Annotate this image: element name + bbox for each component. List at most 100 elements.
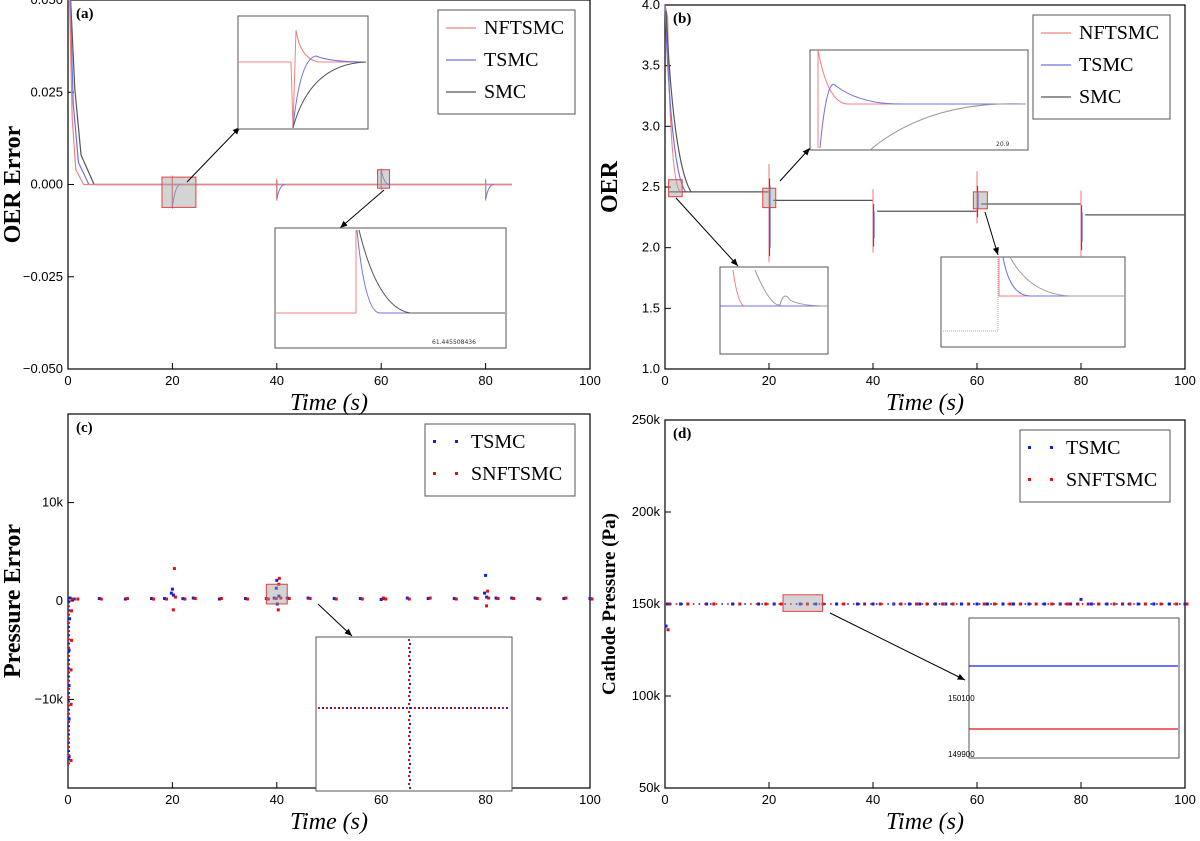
- data-point: [409, 747, 411, 749]
- data-point: [362, 707, 364, 709]
- y-tick-label: 0.050: [30, 0, 63, 7]
- data-point: [170, 587, 174, 591]
- data-point: [1110, 603, 1112, 605]
- zoom-arrowhead: [957, 673, 965, 680]
- data-point: [807, 603, 809, 605]
- data-point: [1159, 602, 1163, 606]
- zoom-arrow: [829, 612, 966, 681]
- recovery-curve: [485, 184, 494, 200]
- legend-swatch: [1028, 446, 1031, 449]
- data-point: [1007, 603, 1009, 605]
- data-point: [496, 597, 500, 601]
- data-point: [975, 602, 979, 606]
- data-point: [398, 707, 400, 709]
- data-point: [394, 707, 396, 709]
- data-point: [68, 617, 71, 620]
- data-point: [712, 602, 716, 606]
- data-point: [1173, 603, 1175, 605]
- data-point: [374, 707, 376, 709]
- legend-swatch: [1028, 478, 1031, 481]
- data-point: [408, 663, 410, 665]
- data-point: [870, 603, 872, 605]
- data-point: [386, 707, 388, 709]
- inset-line: [732, 269, 746, 307]
- data-point: [1104, 603, 1107, 605]
- data-point: [487, 596, 491, 600]
- data-point: [409, 723, 411, 725]
- inset-line: [1009, 256, 1125, 297]
- data-point: [68, 762, 71, 765]
- y-tick-label: −0.050: [23, 361, 63, 376]
- data-point: [1136, 602, 1140, 606]
- data-point: [68, 630, 71, 633]
- zoom-arrowhead: [992, 247, 999, 255]
- data-point: [454, 707, 456, 709]
- legend-label: NFTSMC: [1079, 22, 1159, 44]
- data-point: [183, 597, 187, 601]
- data-point: [757, 602, 761, 606]
- data-point: [814, 602, 818, 606]
- data-point: [990, 603, 992, 605]
- data-point: [408, 695, 410, 697]
- data-point: [1185, 602, 1189, 606]
- data-point: [409, 659, 411, 661]
- zoom-arrow: [186, 126, 241, 183]
- data-point: [847, 603, 849, 605]
- data-point: [370, 707, 372, 709]
- data-point: [484, 573, 488, 577]
- series-smc: [665, 11, 692, 193]
- data-point: [669, 603, 672, 605]
- data-point: [485, 595, 489, 599]
- y-tick-label: 3.0: [642, 118, 660, 133]
- data-point: [68, 729, 71, 732]
- data-point: [67, 755, 71, 759]
- x-axis-title: Time (s): [290, 390, 368, 416]
- data-point: [274, 597, 278, 601]
- data-point: [454, 597, 458, 601]
- legend-box: [424, 423, 576, 497]
- data-point: [731, 602, 735, 606]
- data-point: [68, 721, 71, 724]
- data-point: [408, 719, 410, 721]
- data-point: [306, 596, 310, 600]
- data-point: [478, 707, 480, 709]
- inset-frame: [274, 227, 507, 349]
- data-point: [152, 597, 156, 601]
- data-point: [1076, 603, 1078, 605]
- data-point: [784, 603, 786, 605]
- data-point: [125, 597, 129, 601]
- data-point: [967, 603, 969, 605]
- data-point: [536, 597, 540, 601]
- data-point: [1152, 602, 1156, 606]
- data-point: [68, 646, 71, 649]
- data-point: [961, 603, 964, 605]
- data-point: [790, 603, 792, 605]
- legend-label: TSMC: [1079, 54, 1133, 76]
- data-point: [510, 596, 514, 600]
- data-point: [1097, 602, 1101, 606]
- data-point: [538, 597, 542, 601]
- data-point: [408, 647, 410, 649]
- data-point: [1112, 602, 1116, 606]
- data-point: [933, 602, 937, 606]
- data-point: [835, 603, 838, 605]
- data-point: [276, 608, 280, 612]
- legend-swatch: [433, 440, 436, 443]
- data-point: [405, 596, 409, 600]
- data-point: [434, 707, 436, 709]
- panel-tag: (a): [76, 6, 94, 22]
- zoom-arrow: [779, 147, 811, 182]
- data-point: [409, 763, 411, 765]
- legend-label: NFTSMC: [484, 17, 564, 39]
- data-point: [408, 759, 410, 761]
- data-point: [1043, 602, 1047, 606]
- inset-line: [869, 103, 1027, 151]
- data-point: [466, 707, 468, 709]
- data-point: [409, 731, 411, 733]
- data-point: [409, 739, 411, 741]
- y-axis-title: Pressure Error: [0, 524, 26, 678]
- data-point: [1013, 603, 1015, 605]
- data-point: [414, 707, 416, 709]
- x-tick-label: 100: [1174, 373, 1196, 388]
- y-tick-label: 2.5: [642, 179, 660, 194]
